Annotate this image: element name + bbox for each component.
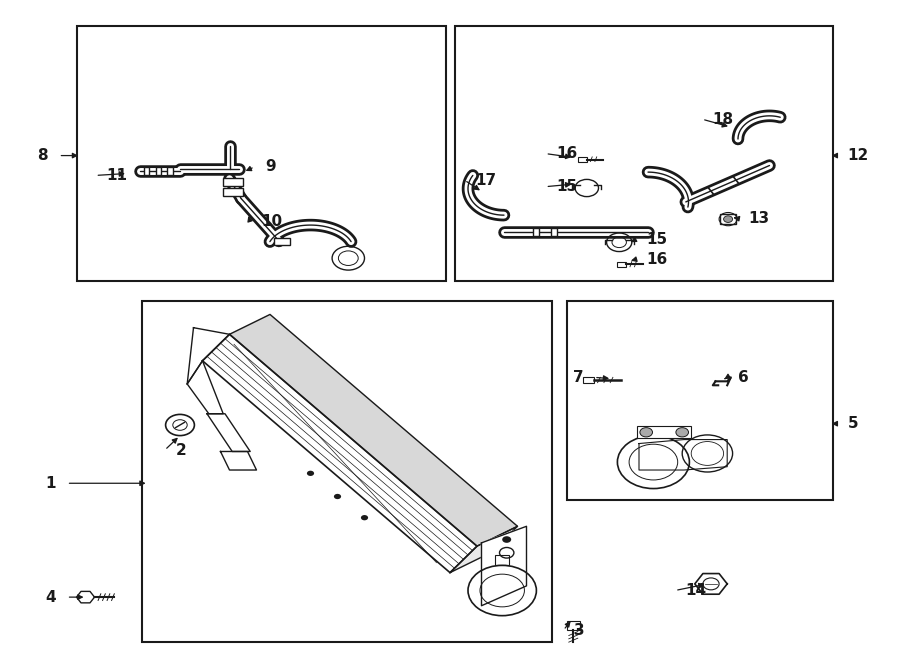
Text: 14: 14 bbox=[686, 583, 706, 598]
Text: 7: 7 bbox=[572, 370, 583, 385]
Text: 4: 4 bbox=[45, 590, 56, 604]
Polygon shape bbox=[187, 361, 223, 414]
Bar bbox=[76, 26, 446, 281]
Polygon shape bbox=[187, 328, 230, 384]
Polygon shape bbox=[220, 451, 256, 470]
Bar bbox=[637, 426, 691, 438]
Bar bbox=[720, 214, 736, 224]
Bar bbox=[167, 167, 173, 175]
Text: 18: 18 bbox=[713, 112, 734, 126]
Circle shape bbox=[334, 494, 341, 499]
Text: 15: 15 bbox=[556, 179, 577, 194]
Bar bbox=[223, 178, 243, 186]
Circle shape bbox=[307, 471, 314, 476]
Circle shape bbox=[361, 515, 368, 520]
Polygon shape bbox=[202, 334, 477, 573]
Text: 10: 10 bbox=[261, 214, 282, 229]
Text: 5: 5 bbox=[848, 416, 859, 431]
Text: 12: 12 bbox=[848, 148, 869, 163]
Bar bbox=[551, 228, 557, 236]
Text: 16: 16 bbox=[646, 252, 668, 267]
Bar bbox=[454, 26, 832, 281]
Circle shape bbox=[676, 428, 688, 437]
Polygon shape bbox=[207, 414, 250, 451]
Text: 17: 17 bbox=[475, 173, 496, 187]
Text: 9: 9 bbox=[266, 160, 276, 174]
Polygon shape bbox=[639, 440, 727, 470]
Bar bbox=[142, 301, 552, 642]
Text: 16: 16 bbox=[556, 146, 578, 161]
Text: 11: 11 bbox=[106, 168, 127, 183]
Circle shape bbox=[640, 428, 652, 437]
Bar bbox=[495, 555, 509, 565]
Bar bbox=[274, 238, 290, 245]
Bar bbox=[583, 377, 594, 383]
Bar bbox=[578, 157, 587, 162]
Bar bbox=[567, 301, 832, 500]
Bar bbox=[567, 621, 580, 630]
Circle shape bbox=[724, 216, 733, 222]
Bar bbox=[223, 188, 243, 196]
Polygon shape bbox=[450, 526, 518, 573]
Polygon shape bbox=[230, 314, 518, 546]
Polygon shape bbox=[76, 591, 94, 603]
Polygon shape bbox=[482, 526, 526, 606]
Text: 6: 6 bbox=[738, 370, 749, 385]
Bar bbox=[156, 167, 161, 175]
Text: 8: 8 bbox=[37, 148, 48, 163]
Text: 1: 1 bbox=[45, 476, 56, 491]
Text: 15: 15 bbox=[646, 232, 667, 247]
Text: 2: 2 bbox=[176, 443, 186, 457]
Circle shape bbox=[502, 536, 511, 543]
Text: 13: 13 bbox=[749, 211, 770, 226]
Bar bbox=[617, 262, 626, 267]
Polygon shape bbox=[695, 573, 727, 594]
Bar bbox=[533, 228, 539, 236]
Bar bbox=[144, 167, 149, 175]
Text: 3: 3 bbox=[574, 623, 585, 638]
